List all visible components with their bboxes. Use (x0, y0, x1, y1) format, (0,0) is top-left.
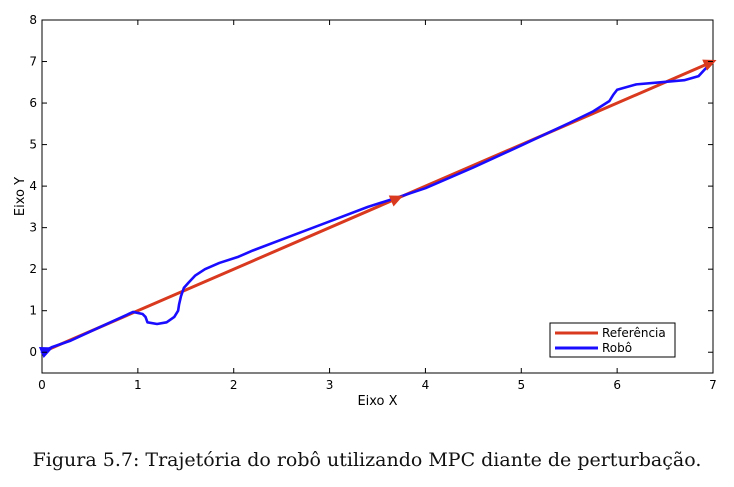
y-tick-label: 0 (29, 345, 37, 359)
robo-series (40, 61, 712, 354)
y-tick-label: 1 (29, 304, 37, 318)
x-tick-label: 2 (230, 378, 238, 392)
chart: 0 1 2 3 4 5 6 7 0 1 2 3 4 5 6 7 8 Eixo X Eixo Y Referên… (13, 13, 717, 409)
trajectory-marker (388, 195, 404, 207)
x-tick-label: 1 (134, 378, 142, 392)
y-tick-label: 8 (29, 13, 37, 27)
x-tick-label: 3 (326, 378, 334, 392)
x-axis-ticks: 0 1 2 3 4 5 6 7 (38, 20, 717, 392)
y-tick-label: 2 (29, 262, 37, 276)
legend-label-robo: Robô (602, 341, 632, 355)
y-tick-label: 3 (29, 221, 37, 235)
y-tick-label: 7 (29, 55, 37, 69)
legend-label-referencia: Referência (602, 326, 666, 340)
y-axis-label: Eixo Y (13, 177, 28, 216)
x-axis-label: Eixo X (357, 394, 397, 409)
referencia-line (41, 60, 714, 354)
legend: Referência Robô (549, 322, 676, 358)
x-tick-label: 4 (422, 378, 430, 392)
y-tick-label: 4 (29, 179, 37, 193)
referencia-series (41, 60, 714, 354)
robo-line (40, 61, 712, 354)
legend-box (549, 322, 676, 358)
trajectory-marker (702, 59, 717, 71)
plot-frame (41, 19, 714, 374)
x-tick-label: 6 (613, 378, 621, 392)
x-tick-label: 7 (709, 378, 717, 392)
figure-caption: Figura 5.7: Trajetória do robô utilizand… (32, 449, 702, 471)
y-tick-label: 6 (29, 96, 37, 110)
x-tick-label: 5 (517, 378, 525, 392)
y-tick-label: 5 (29, 138, 37, 152)
x-tick-label: 0 (38, 378, 46, 392)
plot-area (38, 19, 717, 374)
y-axis-ticks: 0 1 2 3 4 5 6 7 8 (29, 13, 713, 359)
